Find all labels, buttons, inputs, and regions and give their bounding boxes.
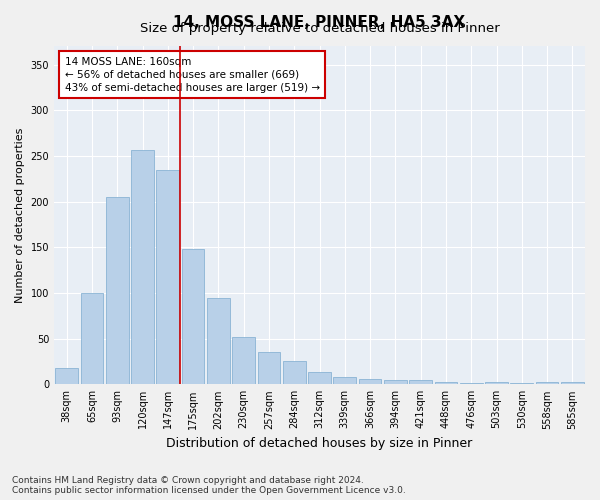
Bar bbox=[536, 382, 559, 384]
Bar bbox=[359, 379, 382, 384]
Bar bbox=[106, 197, 128, 384]
Bar bbox=[232, 337, 255, 384]
Bar bbox=[409, 380, 432, 384]
Bar bbox=[131, 150, 154, 384]
Bar bbox=[485, 382, 508, 384]
Bar bbox=[308, 372, 331, 384]
Text: Size of property relative to detached houses in Pinner: Size of property relative to detached ho… bbox=[140, 22, 499, 35]
Bar bbox=[257, 352, 280, 384]
Bar bbox=[207, 298, 230, 384]
Bar bbox=[434, 382, 457, 384]
Text: Contains HM Land Registry data © Crown copyright and database right 2024.
Contai: Contains HM Land Registry data © Crown c… bbox=[12, 476, 406, 495]
Bar bbox=[561, 382, 584, 384]
Bar bbox=[80, 293, 103, 384]
X-axis label: Distribution of detached houses by size in Pinner: Distribution of detached houses by size … bbox=[166, 437, 473, 450]
Bar bbox=[55, 368, 78, 384]
Bar bbox=[157, 170, 179, 384]
Bar bbox=[182, 249, 205, 384]
Bar bbox=[334, 377, 356, 384]
Y-axis label: Number of detached properties: Number of detached properties bbox=[15, 128, 25, 303]
Bar bbox=[384, 380, 407, 384]
Bar bbox=[283, 362, 305, 384]
Text: 14 MOSS LANE: 160sqm
← 56% of detached houses are smaller (669)
43% of semi-deta: 14 MOSS LANE: 160sqm ← 56% of detached h… bbox=[65, 56, 320, 93]
Title: 14, MOSS LANE, PINNER, HA5 3AX: 14, MOSS LANE, PINNER, HA5 3AX bbox=[173, 15, 466, 30]
